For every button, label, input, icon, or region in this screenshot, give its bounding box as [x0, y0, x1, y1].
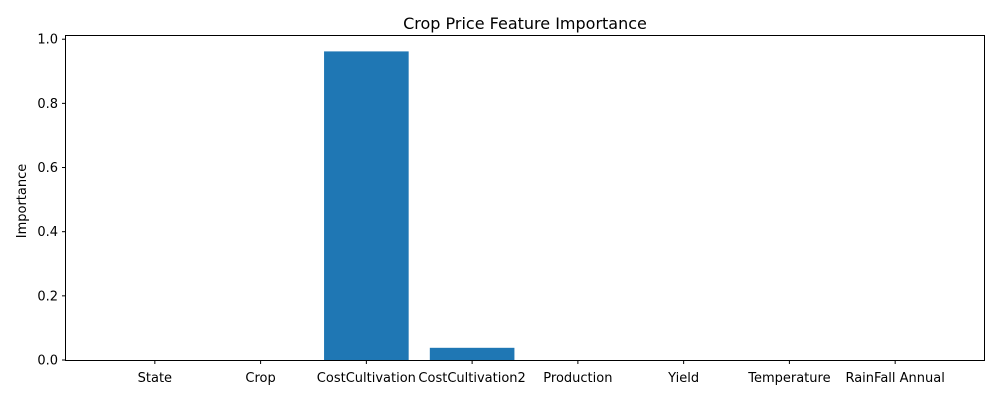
x-tick-label: Crop [245, 371, 275, 386]
x-tick-label: Yield [667, 371, 699, 386]
x-axis-ticks: State Crop CostCultivation CostCultivation2… [138, 360, 945, 386]
y-tick-label: 0.2 [37, 289, 58, 304]
y-tick-label: 1.0 [37, 33, 58, 48]
x-tick-label: CostCultivation2 [418, 371, 525, 386]
bar-costcultivation [324, 51, 409, 361]
plot-frame [65, 35, 985, 361]
bar-costcultivation2 [429, 347, 515, 360]
bars-group [324, 51, 515, 361]
y-tick-label: 0.4 [37, 225, 58, 240]
x-tick-label: Temperature [747, 371, 830, 386]
y-tick-label: 0.6 [37, 161, 58, 176]
x-tick-label: Production [543, 371, 612, 386]
y-axis-ticks: 0.0 0.2 0.4 0.6 0.8 1.0 [37, 33, 66, 369]
y-tick-label: 0.8 [37, 97, 58, 112]
y-tick-label: 0.0 [37, 354, 58, 369]
x-tick-label: State [138, 371, 172, 386]
chart-title: Crop Price Feature Importance [403, 14, 647, 33]
x-tick-label: RainFall Annual [845, 371, 944, 386]
y-axis-label: Importance [15, 164, 30, 239]
x-tick-label: CostCultivation [317, 371, 416, 386]
